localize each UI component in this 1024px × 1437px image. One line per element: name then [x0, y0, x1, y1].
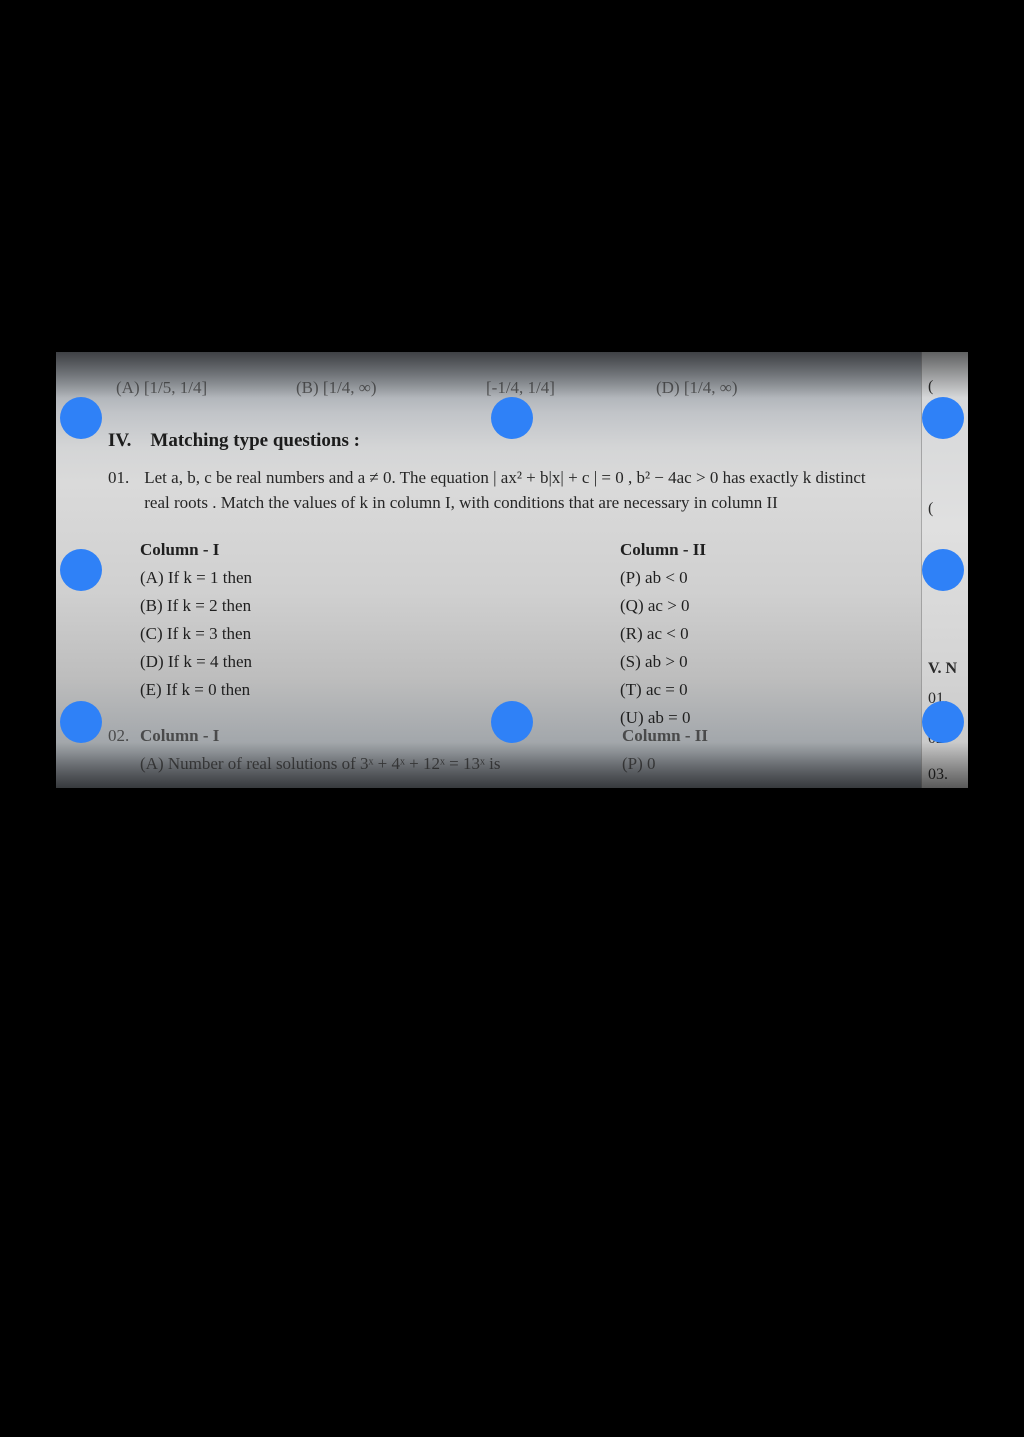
col1-item-b: (B) If k = 2 then — [140, 596, 252, 616]
option-d: (D) [1/4, ∞) — [656, 378, 738, 398]
col2-item-t: (T) ac = 0 — [620, 680, 690, 700]
col2-item-s: (S) ab > 0 — [620, 652, 690, 672]
crop-handle-middle-right[interactable] — [922, 549, 964, 591]
col1-item-c: (C) If k = 3 then — [140, 624, 252, 644]
question-2-number: 02. — [108, 726, 129, 746]
col1-item-a: (A) If k = 1 then — [140, 568, 252, 588]
option-b: (B) [1/4, ∞) — [296, 378, 377, 398]
column-2-heading: Column - II — [620, 540, 706, 560]
rs-heading: V. N — [928, 660, 957, 678]
column-1-items: (A) If k = 1 then (B) If k = 2 then (C) … — [140, 568, 252, 708]
crop-handle-top-right[interactable] — [922, 397, 964, 439]
option-c: [-1/4, 1/4] — [486, 378, 555, 398]
crop-handle-top-center[interactable] — [491, 397, 533, 439]
rs-paren: ( — [928, 378, 933, 396]
rs-paren2: ( — [928, 500, 933, 518]
q2-row-a: (A) Number of real solutions of 3ˣ + 4ˣ … — [140, 754, 501, 774]
question-1-number: 01. — [108, 466, 140, 491]
question-2: 02. Column - I Column - II (A) Number of… — [108, 726, 878, 778]
section-number: IV. — [108, 430, 131, 451]
column-2-items: (P) ab < 0 (Q) ac > 0 (R) ac < 0 (S) ab … — [620, 568, 690, 736]
rs-03: 03. — [928, 766, 948, 784]
viewport: (A) [1/5, 1/4] (B) [1/4, ∞) [-1/4, 1/4] … — [0, 0, 1024, 1437]
q2-row-p: (P) 0 — [622, 754, 656, 774]
column-1-heading: Column - I — [140, 540, 219, 560]
q2-column-2-heading: Column - II — [622, 726, 708, 746]
crop-handle-bottom-right[interactable] — [922, 701, 964, 743]
crop-handle-top-left[interactable] — [60, 397, 102, 439]
col1-item-e: (E) If k = 0 then — [140, 680, 252, 700]
crop-handle-middle-left[interactable] — [60, 549, 102, 591]
q2-column-1-heading: Column - I — [140, 726, 219, 746]
option-a: (A) [1/5, 1/4] — [116, 378, 207, 398]
col1-item-d: (D) If k = 4 then — [140, 652, 252, 672]
col2-item-r: (R) ac < 0 — [620, 624, 690, 644]
col2-item-q: (Q) ac > 0 — [620, 596, 690, 616]
col2-item-p: (P) ab < 0 — [620, 568, 690, 588]
crop-handle-bottom-center[interactable] — [491, 701, 533, 743]
crop-handle-bottom-left[interactable] — [60, 701, 102, 743]
section-heading: IV. Matching type questions : — [108, 430, 360, 452]
question-1-text: Let a, b, c be real numbers and a ≠ 0. T… — [144, 466, 874, 515]
col2-item-u: (U) ab = 0 — [620, 708, 690, 728]
question-1: 01. Let a, b, c be real numbers and a ≠ … — [108, 466, 878, 515]
section-title: Matching type questions : — [150, 430, 360, 451]
